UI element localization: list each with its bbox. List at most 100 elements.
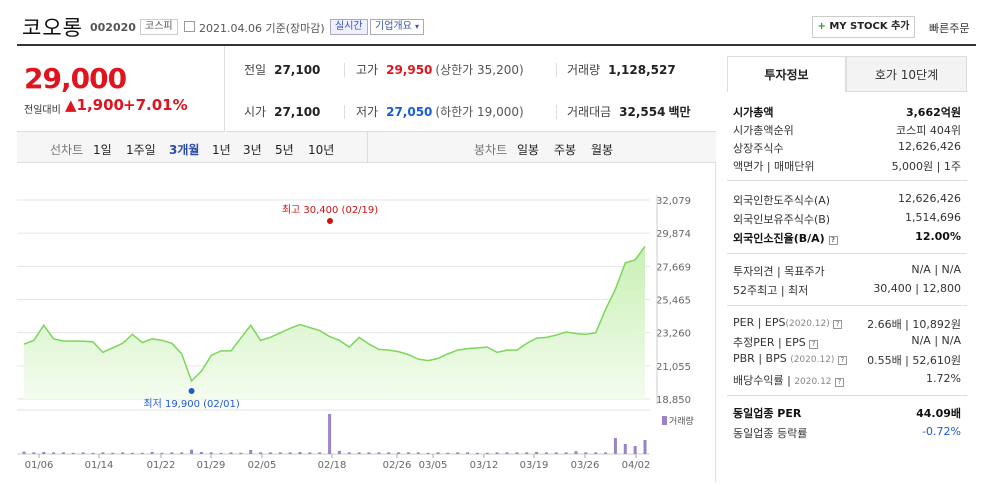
header-divider bbox=[17, 44, 976, 46]
volume-bar bbox=[111, 452, 115, 454]
candle-chart-title: 봉차트 bbox=[474, 143, 508, 157]
volume-stat: 거래량 1,128,527 bbox=[567, 61, 676, 78]
foreign-hold-label: 외국인보유주식수(B) bbox=[733, 213, 831, 226]
mcap-row: 시가총액 3,662억원 bbox=[733, 102, 961, 120]
volume-bar bbox=[544, 452, 548, 454]
price-line bbox=[23, 245, 646, 383]
per-row: PER | EPS(2020.12) ? 2.66배 | 10,892원 bbox=[733, 314, 961, 332]
help-icon[interactable]: ? bbox=[833, 320, 843, 329]
realtime-button[interactable]: 실시간 bbox=[330, 19, 368, 35]
low-annotation: 최저 19,900 (02/01) bbox=[143, 398, 239, 410]
x-tick-label: 01/22 bbox=[147, 460, 176, 471]
mcap-rank-label[interactable]: 시가총액순위 bbox=[733, 124, 794, 137]
y-tick-label: 21,055 bbox=[656, 362, 691, 373]
prev-close-label: 전일 bbox=[244, 63, 267, 77]
stock-code: 002020 bbox=[90, 21, 136, 34]
volume-bar bbox=[604, 452, 608, 454]
volume-bar bbox=[475, 452, 479, 454]
volume-bar bbox=[594, 452, 598, 454]
industry-rate-value: -0.72% bbox=[922, 425, 961, 438]
tab-invest-info[interactable]: 투자정보 bbox=[727, 56, 846, 92]
foreign-ratio-value: 12.00% bbox=[915, 230, 961, 243]
invest-info-panel: 투자정보 호가 10단계 시가총액 3,662억원 시가총액순위 코스피 404위 … bbox=[727, 56, 967, 476]
period-divider bbox=[367, 132, 368, 163]
shares-value: 12,626,426 bbox=[898, 140, 961, 153]
x-tick-label: 02/05 bbox=[248, 460, 277, 471]
volume-bar bbox=[121, 452, 125, 454]
per-year: (2020.12) bbox=[785, 319, 830, 329]
amount-label: 거래대금 bbox=[567, 105, 612, 119]
volume-bar bbox=[318, 452, 322, 454]
pbr-label-text: PBR | BPS bbox=[733, 352, 787, 365]
industry-per-row: 동일업종 PER 44.09배 bbox=[733, 403, 961, 421]
volume-bar bbox=[466, 452, 470, 454]
volume-value: 1,128,527 bbox=[608, 63, 676, 77]
volume-bar bbox=[397, 452, 401, 454]
volume-bar bbox=[584, 452, 588, 454]
candle-weekly[interactable]: 주봉 bbox=[554, 143, 577, 157]
volume-bar bbox=[259, 452, 263, 454]
pbr-value: 0.55배 | 52,610원 bbox=[867, 354, 961, 367]
divider bbox=[727, 305, 967, 306]
volume-bar bbox=[613, 438, 617, 454]
volume-bar bbox=[387, 452, 391, 454]
volume-bar bbox=[446, 452, 450, 454]
volume-bar bbox=[199, 452, 203, 454]
industry-per-label[interactable]: 동일업종 PER bbox=[733, 407, 802, 420]
divider bbox=[556, 63, 557, 77]
candle-monthly[interactable]: 월봉 bbox=[591, 143, 614, 157]
volume-bar bbox=[130, 452, 134, 454]
volume-bar bbox=[239, 452, 243, 454]
volume-bar bbox=[347, 452, 351, 454]
face-label: 액면가 | 매매단위 bbox=[733, 160, 815, 173]
volume-legend-label: 거래량 bbox=[669, 415, 694, 427]
quick-order-link[interactable]: 빠른주문 bbox=[929, 22, 970, 35]
price-chart-svg: 32,079 29,874 27,669 25,465 23,260 21,055 18,8… bbox=[17, 195, 694, 471]
opinion-row: 투자의견 | 목표주가 N/A | N/A bbox=[733, 261, 961, 279]
period-5y[interactable]: 5년 bbox=[275, 143, 294, 157]
x-tick-label: 01/06 bbox=[25, 460, 54, 471]
period-3m[interactable]: 3개월 bbox=[169, 143, 200, 157]
industry-rate-label[interactable]: 동일업종 등락률 bbox=[733, 427, 808, 440]
volume-bar bbox=[209, 452, 213, 454]
open-value: 27,100 bbox=[274, 105, 321, 119]
volume-bar bbox=[643, 440, 647, 454]
help-icon[interactable]: ? bbox=[835, 378, 845, 387]
period-1y[interactable]: 1년 bbox=[212, 143, 231, 157]
industry-rate-row: 동일업종 등락률 -0.72% bbox=[733, 423, 961, 441]
y-tick-label: 32,079 bbox=[656, 196, 691, 207]
volume-bar bbox=[288, 452, 292, 454]
volume-bar bbox=[525, 452, 529, 454]
x-tick-label: 01/14 bbox=[85, 460, 114, 471]
candle-daily[interactable]: 일봉 bbox=[517, 143, 540, 157]
period-1d[interactable]: 1일 bbox=[93, 143, 112, 157]
foreign-limit-value: 12,626,426 bbox=[898, 192, 961, 205]
per-value: 2.66배 | 10,892원 bbox=[867, 318, 961, 331]
industry-per-value: 44.09배 bbox=[916, 407, 961, 420]
x-tick-label: 03/05 bbox=[419, 460, 448, 471]
pbr-label: PBR | BPS (2020.12) ? bbox=[733, 352, 847, 365]
high-label: 고가 bbox=[356, 63, 379, 77]
stock-header: 코오롱 002020 코스피 2021.04.06 기준(장마감) 실시간 기업… bbox=[0, 0, 983, 46]
prev-day-label: 전일대비 bbox=[24, 105, 61, 116]
volume-bar bbox=[81, 452, 85, 454]
company-overview-dropdown[interactable]: 기업개요 ▾ bbox=[370, 19, 425, 35]
est-label-text: 추정PER | EPS bbox=[733, 336, 806, 349]
tab-order-book[interactable]: 호가 10단계 bbox=[846, 56, 967, 92]
mcap-rank-value: 코스피 404위 bbox=[896, 124, 961, 137]
calendar-icon bbox=[184, 21, 195, 32]
period-10y[interactable]: 10년 bbox=[308, 143, 335, 157]
price-change: ▲1,900 bbox=[65, 96, 124, 114]
volume-bar bbox=[52, 452, 56, 454]
x-tick-label: 02/26 bbox=[383, 460, 412, 471]
period-3y[interactable]: 3년 bbox=[243, 143, 262, 157]
info-tabs: 투자정보 호가 10단계 bbox=[727, 56, 967, 92]
add-my-stock-button[interactable]: + MY STOCK 추가 bbox=[812, 16, 915, 38]
volume-bar bbox=[229, 452, 233, 454]
mcap-label: 시가총액 bbox=[733, 106, 774, 119]
price-area bbox=[24, 246, 645, 399]
help-icon[interactable]: ? bbox=[809, 340, 819, 349]
help-icon[interactable]: ? bbox=[837, 356, 847, 365]
period-1w[interactable]: 1주일 bbox=[126, 143, 156, 157]
help-icon[interactable]: ? bbox=[828, 236, 838, 245]
